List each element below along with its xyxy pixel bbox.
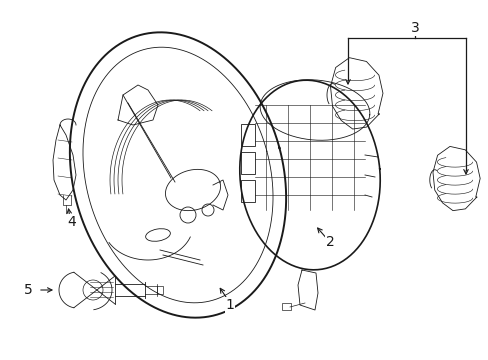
Text: 4: 4 (67, 215, 76, 229)
Text: 5: 5 (23, 283, 32, 297)
Text: 1: 1 (225, 298, 234, 312)
Bar (157, 286, 163, 294)
Text: 2: 2 (325, 235, 334, 249)
Text: 3: 3 (410, 21, 419, 35)
